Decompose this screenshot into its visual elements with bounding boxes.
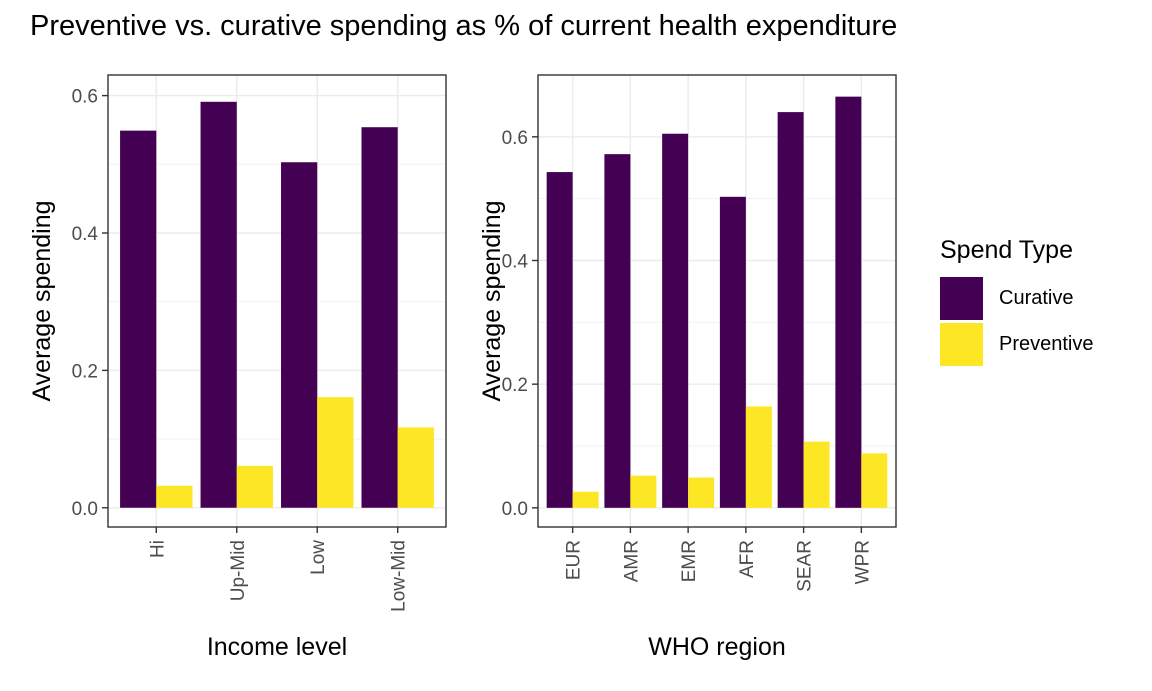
p2-bar-preventive-wpr (861, 453, 888, 508)
p2-y-axis-title: Average spending (478, 200, 506, 401)
p1-x-tick-label: Hi (147, 540, 168, 558)
p2-bar-curative-wpr (835, 96, 862, 508)
p1-x-axis-title: Income level (207, 633, 347, 661)
p1-y-axis-title: Average spending (28, 200, 56, 401)
p2-y-tick-label: 0.6 (502, 128, 528, 149)
p1-bar-preventive-hi (156, 485, 193, 508)
legend-key-preventive (940, 322, 983, 366)
p2-bar-curative-amr (604, 154, 631, 508)
p2-y-tick-label: 0.2 (502, 375, 528, 396)
p2-bar-curative-emr (662, 133, 689, 508)
legend: Spend Type Curative Preventive (940, 236, 1094, 367)
p2-bar-preventive-afr (745, 406, 772, 508)
p2-x-tick-label: EUR (564, 540, 585, 580)
p1-bar-curative-up-mid (200, 101, 237, 508)
p1-x-tick-label: Low (308, 540, 329, 575)
p2-bar-preventive-amr (630, 475, 657, 508)
legend-key-curative (940, 276, 983, 320)
p2-x-tick-label: EMR (679, 540, 700, 582)
p1-bar-curative-low-mid (361, 127, 398, 508)
p1-x-tick-label: Up-Mid (228, 540, 249, 601)
p2-x-tick-label: AFR (737, 540, 758, 578)
legend-item-curative: Curative (940, 275, 1094, 321)
p1-y-tick-label: 0.4 (72, 224, 99, 245)
p2-y-tick-label: 0.4 (502, 251, 529, 272)
legend-label-curative: Curative (999, 286, 1074, 309)
p2-bar-curative-afr (719, 196, 746, 508)
p1-y-tick-label: 0.2 (72, 361, 98, 382)
p1-x-tick-label: Low-Mid (389, 540, 410, 612)
p2-bar-preventive-sear (803, 441, 830, 508)
p1-y-tick-label: 0.0 (72, 499, 98, 520)
p2-y-tick-label: 0.0 (502, 499, 528, 520)
p1-bar-curative-hi (120, 130, 157, 508)
p1-bar-preventive-low-mid (397, 427, 434, 508)
p1-panel-border (107, 74, 447, 528)
p2-bar-curative-sear (777, 112, 804, 508)
p1-bar-preventive-low (317, 397, 354, 508)
chart-title: Preventive vs. curative spending as % of… (30, 10, 898, 42)
p1-bar-preventive-up-mid (236, 465, 273, 508)
p2-x-tick-label: SEAR (795, 540, 816, 592)
legend-title: Spend Type (940, 236, 1073, 264)
p2-x-tick-label: WPR (852, 540, 873, 584)
legend-item-preventive: Preventive (940, 321, 1094, 367)
legend-label-preventive: Preventive (999, 332, 1094, 355)
p2-bar-preventive-eur (572, 491, 599, 508)
p2-bar-curative-eur (546, 172, 573, 508)
p1-bar-curative-low (281, 162, 318, 508)
p2-panel-border (537, 74, 897, 528)
p2-x-axis-title: WHO region (648, 633, 786, 661)
p2-x-tick-label: AMR (621, 540, 642, 582)
p1-y-tick-label: 0.6 (72, 87, 98, 108)
p2-bar-preventive-emr (688, 477, 715, 508)
